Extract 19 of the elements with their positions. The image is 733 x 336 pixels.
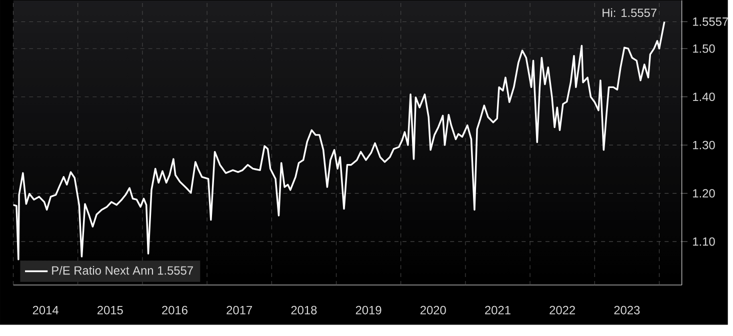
x-tick-label: 2014 bbox=[32, 306, 58, 314]
y-tick-label: 1.50 bbox=[693, 44, 715, 53]
x-tick-label: 2018 bbox=[291, 306, 317, 314]
x-tick-label: 2016 bbox=[162, 306, 188, 314]
x-tick-label: 2017 bbox=[226, 306, 252, 314]
x-tick-label: 2022 bbox=[550, 306, 575, 314]
x-tick-label: 2021 bbox=[485, 306, 510, 314]
x-tick-label: 2023 bbox=[614, 306, 640, 314]
x-tick-label: 2020 bbox=[420, 306, 446, 314]
line-series bbox=[13, 20, 666, 260]
legend-label: P/E Ratio Next Ann 1.5557 bbox=[52, 266, 193, 274]
annotation: Hi: 1.5557 bbox=[602, 8, 656, 17]
y-tick-label: 1.10 bbox=[693, 237, 715, 246]
y-tick-label: 1.30 bbox=[693, 140, 715, 150]
x-tick-label: 2019 bbox=[356, 306, 382, 314]
y-tick-label: 1.5557 bbox=[693, 17, 728, 26]
y-tick-label: 1.20 bbox=[693, 188, 715, 198]
x-tick-label: 2015 bbox=[97, 306, 123, 314]
y-tick-label: 1.40 bbox=[693, 92, 715, 101]
